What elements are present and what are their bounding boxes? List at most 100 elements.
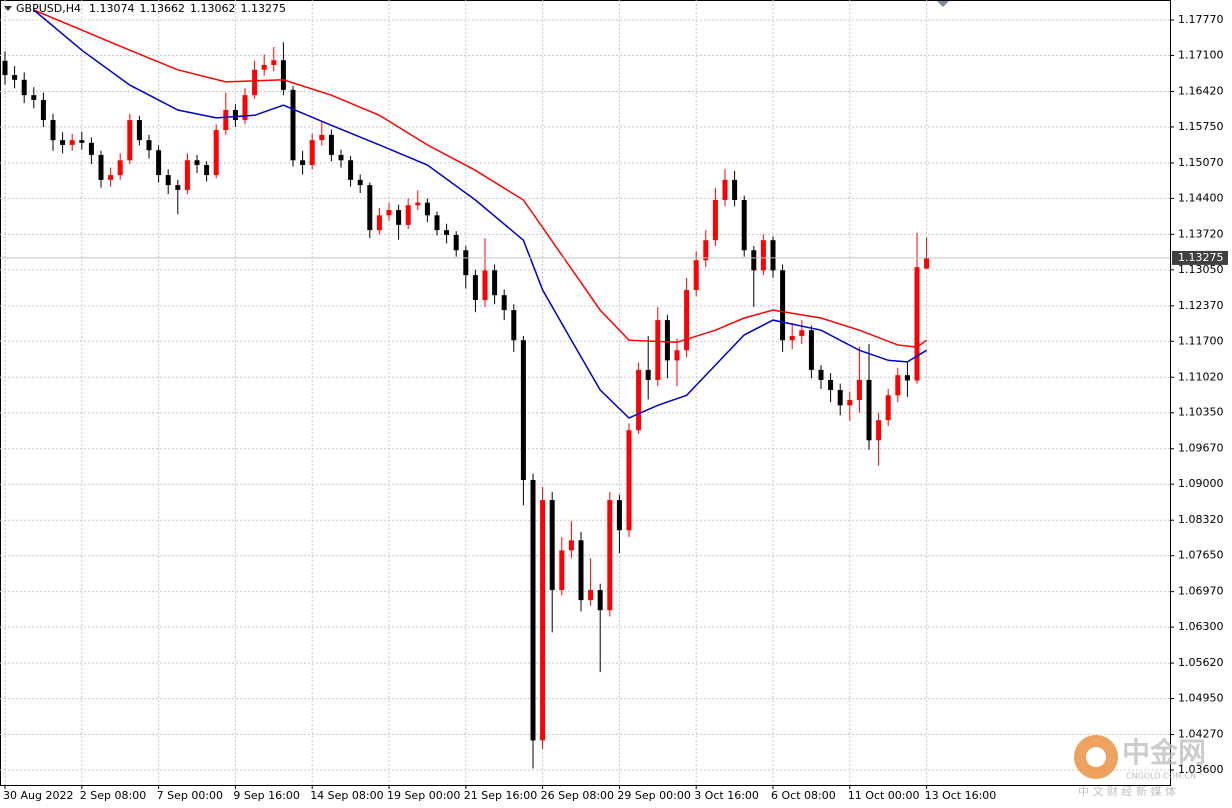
- candle-body: [780, 270, 786, 341]
- candle-body: [789, 335, 795, 341]
- y-tick-label: 1.13720: [1178, 227, 1224, 240]
- x-tick-label: 11 Oct 00:00: [848, 789, 920, 802]
- shift-marker[interactable]: [937, 1, 949, 7]
- x-tick-label: 21 Sep 16:00: [464, 789, 537, 802]
- candle-body: [732, 179, 738, 200]
- x-tick-label: 9 Sep 16:00: [233, 789, 299, 802]
- candle-body: [232, 109, 238, 121]
- y-tick-label: 1.03600: [1178, 763, 1224, 776]
- candle-body: [146, 140, 152, 151]
- candle-body: [501, 295, 507, 311]
- candle-body: [674, 350, 680, 361]
- candle-body: [242, 95, 248, 121]
- candle-body: [60, 140, 66, 145]
- candle-body: [12, 75, 18, 80]
- candle-body: [88, 142, 94, 155]
- candle-body: [415, 202, 421, 206]
- candle-body: [165, 175, 171, 186]
- watermark: 中金网 CNGOLD.COM.CN 中 文 财 经 新 媒 体: [1074, 735, 1206, 798]
- moving-average: [33, 9, 927, 419]
- candle-body: [290, 89, 296, 161]
- y-tick-label: 1.12370: [1178, 299, 1224, 312]
- candle-body: [588, 590, 594, 601]
- candle-body: [866, 379, 872, 441]
- y-tick-label: 1.14400: [1178, 191, 1224, 204]
- candle-body: [252, 69, 258, 96]
- candle-body: [914, 267, 920, 381]
- x-tick-label: 7 Sep 00:00: [157, 789, 223, 802]
- watermark-logo-inner: [1086, 747, 1106, 767]
- candle-body: [578, 540, 584, 601]
- candle-body: [540, 500, 546, 741]
- candle-body: [847, 400, 853, 406]
- marks: [0, 9, 1170, 769]
- x-tick-label: 2 Sep 08:00: [80, 789, 146, 802]
- candle-body: [645, 369, 651, 380]
- watermark-domain: CNGOLD.COM.CN: [1126, 772, 1196, 781]
- candle-body: [309, 140, 315, 166]
- candle-body: [376, 215, 382, 231]
- y-tick-label: 1.06970: [1178, 585, 1224, 598]
- y-tick-label: 1.07650: [1178, 549, 1224, 562]
- x-tick-label: 19 Sep 00:00: [387, 789, 460, 802]
- candle-body: [856, 379, 862, 401]
- candle-body: [597, 590, 603, 611]
- y-tick-label: 1.16420: [1178, 84, 1224, 97]
- x-tick-label: 26 Sep 08:00: [541, 789, 614, 802]
- candle-body: [79, 140, 85, 143]
- y-tick-label: 1.05620: [1178, 656, 1224, 669]
- candle-body: [751, 250, 757, 271]
- x-tick-label: 30 Aug 2022: [3, 789, 73, 802]
- y-tick-label: 1.11700: [1178, 334, 1224, 347]
- x-tick-label: 29 Sep 00:00: [617, 789, 690, 802]
- candle-body: [712, 199, 718, 241]
- y-tick-label: 1.13050: [1178, 263, 1224, 276]
- candle-body: [607, 500, 613, 611]
- candle-body: [280, 60, 286, 90]
- candle-body: [40, 99, 46, 121]
- candle-body: [482, 270, 488, 301]
- candle-body: [472, 275, 478, 301]
- candle-body: [549, 500, 555, 591]
- menu-arrow[interactable]: [4, 6, 12, 11]
- candle-body: [770, 240, 776, 271]
- candle-body: [453, 234, 459, 251]
- candle-body: [396, 210, 402, 225]
- watermark-slogan: 中 文 财 经 新 媒 体: [1078, 784, 1176, 798]
- candle-body: [405, 205, 411, 225]
- candle-body: [511, 310, 517, 341]
- candle-body: [98, 154, 104, 180]
- y-tick-label: 1.08320: [1178, 513, 1224, 526]
- candle-body: [31, 95, 37, 100]
- candle-body: [828, 379, 834, 390]
- candle-body: [184, 160, 190, 190]
- candle-body: [367, 185, 373, 231]
- candle-body: [626, 430, 632, 531]
- candle-body: [357, 179, 363, 186]
- y-tick-label: 1.10350: [1178, 406, 1224, 419]
- symbol: GBPUSD,H4: [16, 2, 81, 15]
- candle-body: [895, 375, 901, 396]
- candle-body: [876, 420, 882, 441]
- current-price-box: [1172, 250, 1228, 265]
- candle-body: [530, 479, 536, 741]
- candle-body: [2, 60, 8, 76]
- candle-body: [568, 540, 574, 551]
- candle-body: [722, 179, 728, 200]
- candle-body: [703, 240, 709, 261]
- candle-body: [760, 240, 766, 271]
- candle-body: [520, 340, 526, 480]
- candle-body: [616, 500, 622, 531]
- y-tick-label: 1.17770: [1178, 13, 1224, 26]
- candle-body: [386, 210, 392, 216]
- x-tick-label: 3 Oct 16:00: [694, 789, 759, 802]
- candle-body: [924, 257, 930, 269]
- watermark-name: 中金网: [1122, 736, 1206, 769]
- candle-body: [837, 389, 843, 406]
- candle-body: [808, 330, 814, 370]
- y-tick-label: 1.09000: [1178, 477, 1224, 490]
- y-tick-label: 1.17100: [1178, 48, 1224, 61]
- candle-body: [117, 160, 123, 176]
- candle-body: [50, 120, 56, 141]
